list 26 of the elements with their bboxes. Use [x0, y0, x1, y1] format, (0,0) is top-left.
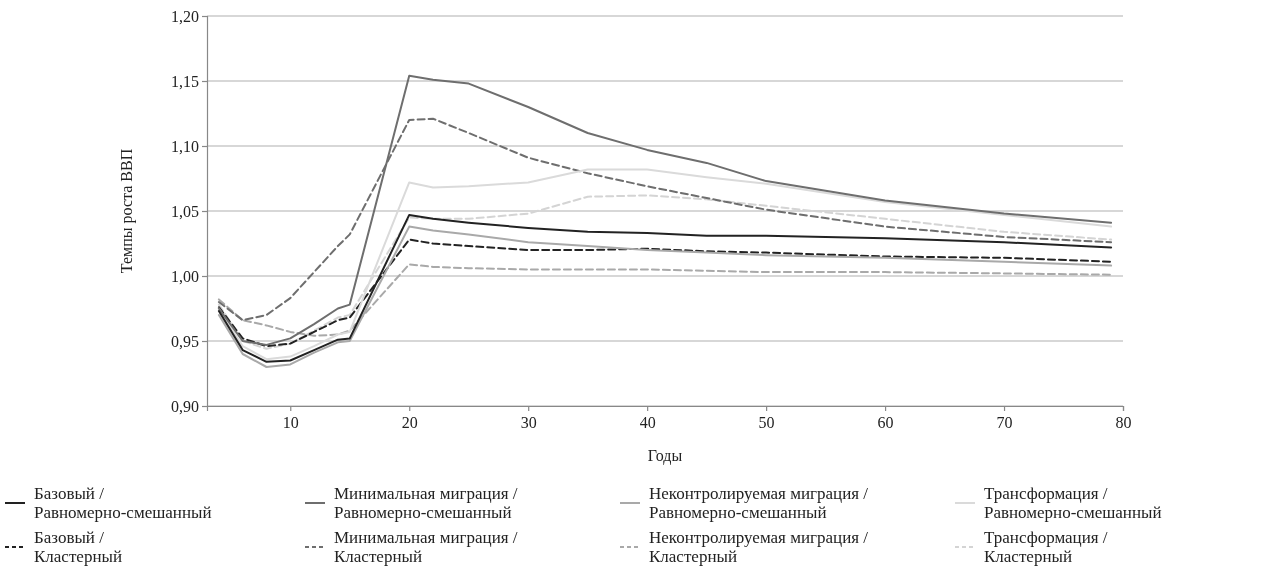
- x-tick-label: 10: [282, 414, 299, 432]
- x-tick-label: 60: [877, 414, 894, 432]
- x-tick-label: 20: [401, 414, 418, 432]
- line-series: [217, 74, 1113, 346]
- legend-label: Минимальная миграция / Равномерно-смешанный: [334, 484, 518, 522]
- legend-label: Трансформация / Кластерный: [984, 528, 1108, 566]
- legend-label: Минимальная миграция / Кластерный: [334, 528, 518, 566]
- x-tick-label: 70: [996, 414, 1013, 432]
- y-tick-label: 1,20: [171, 7, 199, 25]
- x-axis-title: Годы: [647, 447, 683, 465]
- x-tick-label: 40: [639, 414, 656, 432]
- y-tick-label: 1,05: [171, 202, 199, 220]
- legend-label: Неконтролируемая миграция / Кластерный: [649, 528, 869, 566]
- legend-label: Трансформация / Равномерно-смешанный: [984, 484, 1162, 522]
- y-tick-label: 1,10: [171, 137, 199, 155]
- y-axis-title: Темпы роста ВВП: [118, 148, 136, 274]
- y-tick-label: 1,00: [171, 267, 199, 285]
- y-tick-label: 1,15: [171, 72, 199, 90]
- x-tick-label: 80: [1115, 414, 1132, 432]
- legend-label: Базовый / Равномерно-смешанный: [34, 484, 212, 522]
- legend-label: Неконтролируемая миграция / Равномерно-смешанный: [649, 484, 869, 522]
- y-tick-label: 0,95: [171, 332, 199, 350]
- y-tick-label: 0,90: [171, 397, 199, 415]
- x-tick-label: 50: [758, 414, 775, 432]
- x-tick-label: 30: [520, 414, 537, 432]
- legend-label: Базовый / Кластерный: [34, 528, 123, 566]
